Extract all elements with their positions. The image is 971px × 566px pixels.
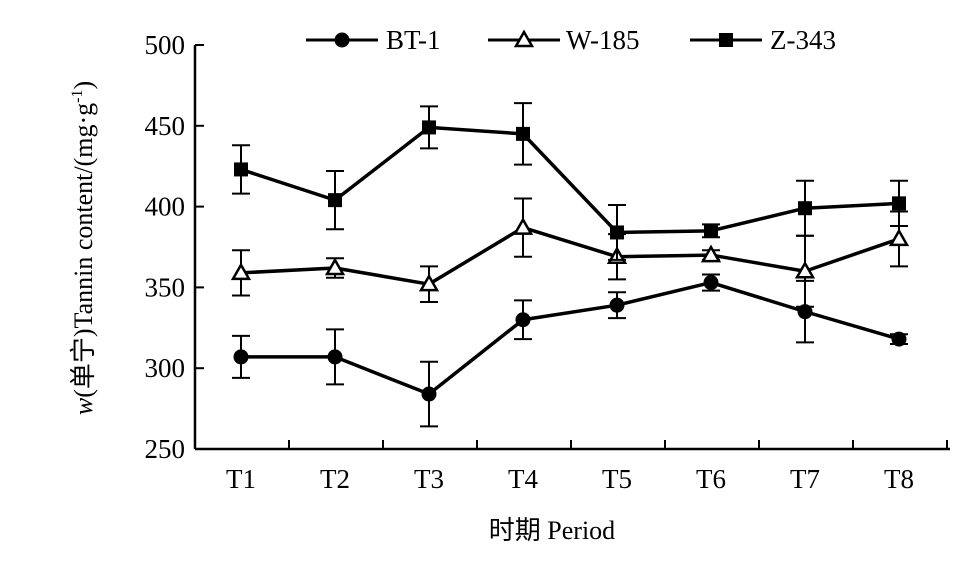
series-line-w185 [240, 225, 900, 286]
data-point-z343 [798, 201, 812, 216]
y-tick-label: 400 [145, 192, 186, 222]
data-point-z343 [516, 126, 530, 141]
legend-item-w185: W-185 [488, 25, 640, 55]
data-point-w185 [512, 217, 534, 235]
data-point-bt1 [233, 349, 249, 365]
y-tick-label: 450 [145, 111, 186, 141]
data-point-z343 [422, 120, 436, 135]
data-point-w185 [324, 257, 346, 276]
data-point-z343 [234, 162, 248, 177]
data-point-w185 [418, 273, 440, 292]
x-tick-label: T6 [696, 464, 726, 494]
data-point-z343 [892, 196, 906, 211]
legend: BT-1 W-185 Z-343 [306, 25, 836, 55]
series-bt1 [232, 273, 908, 428]
legend-marker-bt1 [334, 32, 350, 48]
axes [193, 45, 950, 451]
x-tick-label: T8 [884, 464, 914, 494]
data-point-bt1 [515, 312, 531, 328]
x-ticks: T1 T2 T3 T4 T5 T6 T7 T8 [194, 440, 948, 494]
y-tick-label: 350 [145, 272, 186, 302]
legend-item-bt1: BT-1 [306, 25, 441, 55]
x-tick-label: T7 [790, 464, 820, 494]
legend-item-z343: Z-343 [690, 25, 836, 55]
data-point-bt1 [891, 331, 907, 347]
data-point-w185 [700, 244, 722, 263]
data-point-bt1 [421, 386, 437, 402]
data-point-bt1 [327, 349, 343, 365]
y-axis-label-unit: (单宁) [69, 328, 98, 397]
legend-label-w185: W-185 [566, 25, 640, 55]
series-line-z343 [240, 125, 900, 235]
y-tick-label: 250 [145, 434, 186, 464]
y-axis-label: w(单宁)Tannin content/(mg·g-1) [69, 81, 98, 415]
data-point-w185 [794, 260, 816, 279]
x-tick-label: T2 [320, 464, 350, 494]
y-axis-label-close: ) [69, 81, 98, 90]
x-tick-label: T4 [508, 464, 538, 494]
y-axis-label-main: Tannin content/(mg·g [69, 103, 98, 329]
data-point-z343 [704, 223, 718, 238]
x-tick-label: T1 [226, 464, 256, 494]
data-point-bt1 [609, 297, 625, 313]
series-z343 [232, 102, 908, 261]
legend-label-z343: Z-343 [770, 25, 836, 55]
y-axis-label-symbol: w [69, 397, 98, 415]
data-point-bt1 [703, 275, 719, 291]
legend-marker-w185 [513, 29, 535, 48]
data-point-w185 [230, 262, 252, 281]
y-ticks: 250 300 350 400 450 500 [145, 30, 204, 464]
x-tick-label: T5 [602, 464, 632, 494]
series-w185 [230, 197, 910, 308]
series-line-bt1 [241, 280, 900, 396]
x-tick-label: T3 [414, 464, 444, 494]
y-axis-label-superscript: -1 [69, 90, 86, 103]
x-axis-label: 时期 Period [489, 516, 615, 545]
data-point-w185 [888, 228, 910, 247]
legend-marker-z343 [719, 33, 733, 47]
series-group [230, 102, 910, 428]
data-point-z343 [610, 225, 624, 240]
y-tick-label: 300 [145, 353, 186, 383]
data-point-z343 [328, 193, 342, 208]
legend-label-bt1: BT-1 [386, 25, 441, 55]
data-point-bt1 [797, 304, 813, 320]
y-tick-label: 500 [145, 30, 186, 60]
